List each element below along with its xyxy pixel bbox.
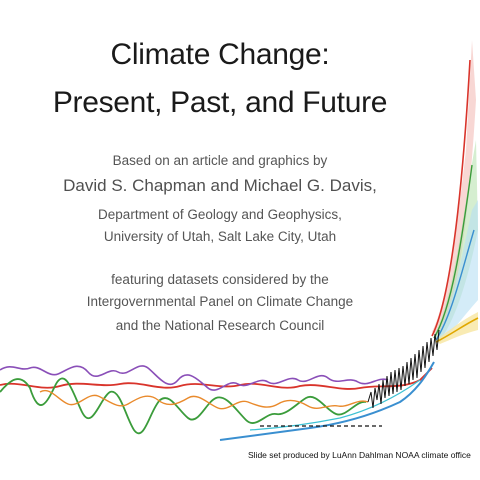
projection-band-blue — [436, 200, 478, 342]
series-orange — [39, 389, 369, 410]
series-blue — [219, 361, 435, 441]
title-line-2: Present, Past, and Future — [52, 86, 388, 119]
series-red — [0, 367, 433, 390]
featuring-line-1: featuring datasets considered by the — [111, 272, 329, 287]
credit-caption: Slide set produced by LuAnn Dahlman NOAA… — [248, 450, 471, 460]
featuring-line-2: Intergovernmental Panel on Climate Chang… — [86, 294, 354, 309]
featuring-line-3: and the National Research Council — [115, 318, 325, 333]
authors: David S. Chapman and Michael G. Davis, — [63, 176, 377, 195]
projection-line-green — [433, 164, 473, 339]
projection-line-red — [431, 59, 471, 337]
projection-line-yellow — [435, 317, 479, 343]
attribution-intro: Based on an article and graphics by — [112, 153, 328, 168]
department: Department of Geology and Geophysics, — [98, 207, 342, 222]
instrumental-record — [367, 329, 440, 409]
projection-line-blue — [435, 229, 475, 341]
series-purple — [0, 365, 389, 391]
series-cyan — [249, 379, 421, 431]
title-line-1: Climate Change: — [110, 38, 330, 71]
university: University of Utah, Salt Lake City, Utah — [103, 229, 337, 244]
series-green — [0, 377, 367, 434]
